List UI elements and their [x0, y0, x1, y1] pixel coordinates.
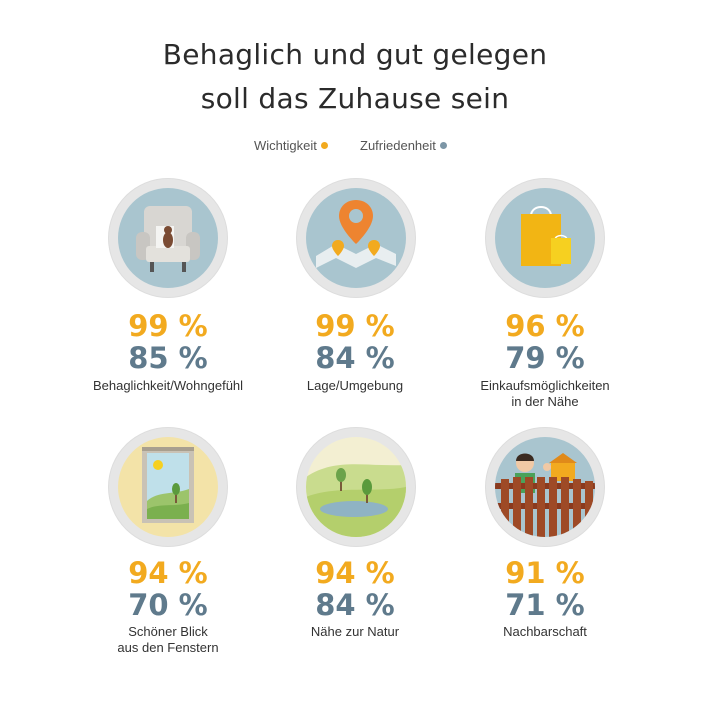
legend-satisfaction: Zufriedenheit — [360, 137, 447, 153]
category-label-2-line-1: Lage/Umgebung — [306, 378, 404, 393]
category-label-6-line-1: Nachbarschaft — [503, 624, 587, 639]
shopping-bag-icon — [486, 179, 604, 297]
satisfaction-value-1: 85 % — [128, 341, 208, 375]
satisfaction-value-6: 71 % — [505, 588, 585, 622]
importance-value-1: 99 % — [128, 309, 208, 343]
armchair-icon — [109, 179, 227, 297]
category-label-6: Nachbarschaft — [445, 624, 645, 640]
chart-title-line-1: Behaglich und gut gelegen — [162, 38, 548, 71]
satisfaction-value-4: 70 % — [128, 588, 208, 622]
category-label-4-line-2: aus den Fenstern — [117, 640, 219, 655]
category-label-3-line-2: in der Nähe — [511, 394, 579, 409]
importance-value-6: 91 % — [505, 556, 585, 590]
category-label-5: Nähe zur Natur — [255, 624, 455, 640]
category-label-3-line-1: Einkaufsmöglichkeiten — [480, 378, 610, 393]
legend-importance: Wichtigkeit — [254, 137, 328, 153]
satisfaction-value-3: 79 % — [505, 341, 585, 375]
importance-value-5: 94 % — [315, 556, 395, 590]
nature-lake-icon — [297, 428, 415, 546]
window-view-icon — [109, 428, 227, 546]
neighbor-fence-icon — [486, 428, 604, 546]
legend-importance-dot — [320, 141, 328, 149]
category-label-1: Behaglichkeit/Wohngefühl — [68, 378, 268, 394]
importance-value-4: 94 % — [128, 556, 208, 590]
category-label-2: Lage/Umgebung — [255, 378, 455, 394]
satisfaction-value-5: 84 % — [315, 588, 395, 622]
location-pin-map-icon — [297, 179, 415, 297]
satisfaction-value-2: 84 % — [315, 341, 395, 375]
category-label-4: Schöner Blick aus den Fenstern — [68, 624, 268, 656]
legend-importance-label: Wichtigkeit — [254, 137, 317, 153]
importance-value-3: 96 % — [505, 309, 585, 343]
legend-satisfaction-label: Zufriedenheit — [360, 137, 436, 153]
importance-value-2: 99 % — [315, 309, 395, 343]
chart-title-line-2: soll das Zuhause sein — [200, 82, 510, 115]
category-label-4-line-1: Schöner Blick — [128, 624, 208, 639]
category-label-3: Einkaufsmöglichkeiten in der Nähe — [445, 378, 645, 410]
category-label-1-line-1: Behaglichkeit/Wohngefühl — [92, 378, 244, 393]
legend-satisfaction-dot — [439, 141, 447, 149]
category-label-5-line-1: Nähe zur Natur — [310, 624, 400, 639]
